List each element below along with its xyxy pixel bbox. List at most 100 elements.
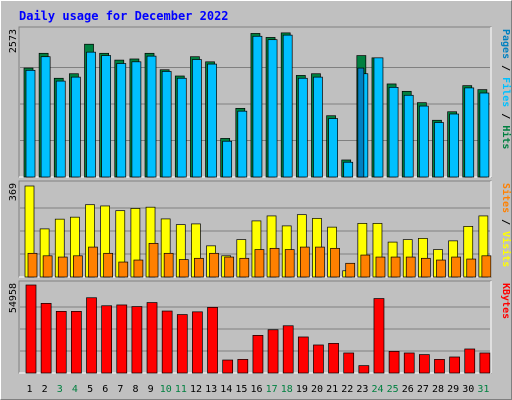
x-tick-label: 2 — [42, 384, 48, 395]
x-tick-label: 9 — [148, 384, 154, 395]
max-label-visits-sites: 369 — [8, 183, 19, 201]
bar-kbytes — [358, 365, 370, 374]
bar-sites — [163, 252, 174, 278]
chart-title: Daily usage for December 2022 — [19, 9, 229, 23]
bar-kbytes — [55, 311, 67, 374]
bar-kbytes — [479, 352, 491, 374]
bar-sites — [133, 259, 144, 278]
x-tick-label: 7 — [117, 384, 123, 395]
bars-hits-files-pages — [23, 32, 490, 178]
bar-kbytes — [297, 336, 309, 374]
bar-pages — [357, 67, 365, 178]
bar-kbytes — [192, 311, 203, 374]
bar-files — [252, 35, 263, 178]
bar-files — [192, 59, 202, 178]
bar-files — [237, 110, 248, 178]
x-tick-label: 30 — [462, 384, 474, 395]
legend-item: / — [500, 107, 511, 125]
x-tick-label: 29 — [447, 384, 459, 395]
bar-files — [388, 86, 399, 178]
bar-files — [479, 92, 490, 178]
bar-files — [297, 77, 308, 178]
bar-kbytes — [282, 325, 294, 374]
bar-files — [40, 56, 51, 178]
legend-item: KBytes — [500, 283, 511, 319]
x-tick-label: 4 — [72, 384, 78, 395]
x-tick-label: 6 — [102, 384, 108, 395]
bar-files — [434, 122, 444, 178]
bar-kbytes — [207, 306, 218, 374]
max-label-kbytes: 54958 — [8, 283, 19, 313]
bar-sites — [57, 256, 68, 278]
bar-sites — [239, 257, 250, 278]
legend-item: Pages — [500, 29, 511, 59]
x-tick-label: 25 — [387, 384, 399, 395]
bar-sites — [73, 255, 83, 278]
bar-kbytes — [25, 284, 37, 374]
bar-files — [464, 87, 475, 178]
bar-files — [71, 76, 81, 178]
bar-kbytes — [388, 351, 400, 374]
legend-item: Visits — [500, 231, 512, 267]
x-tick-label: 10 — [160, 384, 172, 395]
bar-files — [116, 63, 127, 178]
bar-sites — [178, 259, 189, 278]
bar-sites — [315, 246, 325, 278]
x-tick-label: 1 — [27, 384, 33, 395]
bar-files — [101, 55, 111, 178]
bar-kbytes — [146, 302, 158, 374]
bar-sites — [103, 252, 113, 278]
bar-files — [403, 94, 414, 178]
bar-kbytes — [434, 359, 445, 374]
bar-sites — [254, 249, 265, 278]
x-tick-label: 17 — [266, 384, 278, 395]
bar-kbytes — [313, 344, 324, 374]
bar-files — [449, 113, 459, 178]
x-tick-label: 31 — [477, 384, 489, 395]
panel-kbytes: 54958 KBytes — [8, 280, 511, 374]
legend-item: / — [500, 213, 511, 231]
bar-sites — [194, 257, 204, 278]
max-label-hits-files-pages: 2573 — [8, 29, 19, 53]
bar-sites — [284, 249, 295, 278]
bar-kbytes — [101, 305, 112, 374]
bar-sites — [405, 256, 416, 278]
bar-kbytes — [449, 356, 460, 374]
bar-sites — [209, 252, 219, 278]
bar-files — [419, 105, 429, 178]
bar-kbytes — [267, 329, 279, 374]
x-tick-label: 14 — [220, 384, 232, 395]
bar-files — [146, 55, 157, 178]
bar-sites — [148, 242, 159, 278]
bars-visits-sites — [24, 185, 492, 278]
legend-item: Files — [500, 77, 512, 107]
bar-sites — [224, 256, 235, 278]
bar-sites — [481, 255, 492, 278]
x-tick-label: 12 — [190, 384, 202, 395]
bar-files — [86, 51, 96, 178]
bar-files — [25, 69, 36, 178]
x-tick-label: 8 — [132, 384, 138, 395]
legend-visits-sites: Sites / Visits — [500, 183, 512, 267]
bar-kbytes — [464, 348, 476, 374]
x-tick-label: 26 — [402, 384, 414, 395]
bar-files — [282, 34, 293, 178]
bar-sites — [436, 259, 446, 278]
bar-sites — [345, 262, 356, 278]
bar-sites — [27, 252, 38, 278]
bar-sites — [466, 258, 477, 278]
x-tick-label: 19 — [296, 384, 308, 395]
bar-kbytes — [343, 352, 355, 374]
bar-files — [131, 61, 142, 178]
bar-files — [55, 80, 66, 178]
legend-hits-files-pages: Pages / Files / Hits — [500, 29, 512, 149]
bar-files — [222, 140, 233, 178]
bar-kbytes — [419, 354, 430, 374]
bar-files — [176, 77, 187, 178]
panel-visits-sites: 369 Sites / Visits — [8, 180, 512, 278]
bar-files — [267, 39, 278, 178]
bar-sites — [375, 256, 386, 278]
x-tick-label: 15 — [235, 384, 247, 395]
bar-kbytes — [176, 314, 188, 374]
